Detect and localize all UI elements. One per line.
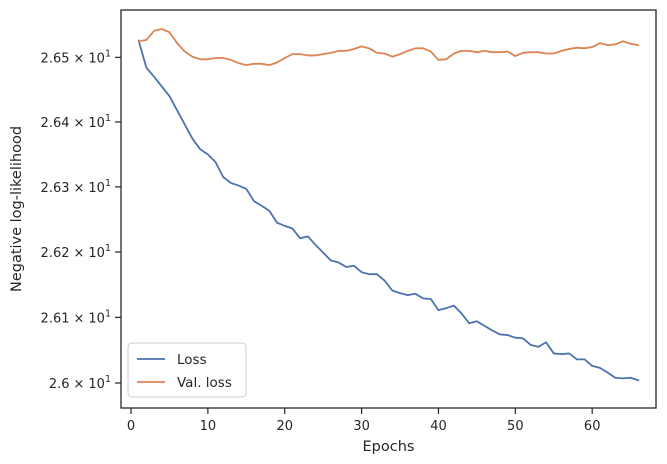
y-axis-label: Negative log-likelihood (9, 126, 25, 292)
y-tick-power: 10 (88, 246, 105, 261)
y-tick-exponent: 1 (105, 243, 111, 254)
y-tick-label: 2.62 × 101 (41, 243, 111, 261)
y-tick-times: × (74, 181, 85, 196)
y-tick-times: × (74, 246, 85, 261)
y-tick-label: 2.63 × 101 (41, 178, 111, 196)
series-layer (137, 28, 640, 382)
y-tick-exponent: 1 (105, 308, 111, 319)
x-axis-ticks: 0 10 20 30 40 50 60 (127, 408, 601, 434)
y-tick-power: 10 (88, 377, 105, 392)
y-tick-times: × (74, 116, 85, 131)
y-tick-label: 2.65 × 101 (41, 48, 111, 66)
x-tick-label: 50 (507, 419, 524, 434)
x-tick-label: 0 (127, 419, 135, 434)
y-tick-times: × (74, 51, 85, 66)
y-tick-times: × (74, 311, 85, 326)
y-tick-power: 10 (88, 51, 105, 66)
x-tick-label: 60 (584, 419, 601, 434)
y-tick-times: × (74, 377, 85, 392)
y-tick-label: 2.64 × 101 (41, 113, 111, 131)
y-tick-label: 2.61 × 101 (41, 308, 111, 326)
y-tick-exponent: 1 (105, 113, 111, 124)
y-tick-exponent: 1 (105, 178, 111, 189)
legend: Loss Val. loss (127, 342, 247, 398)
series-line-1 (137, 28, 640, 66)
y-tick-power: 10 (88, 311, 105, 326)
x-tick-label: 40 (430, 419, 447, 434)
legend-label-loss: Loss (177, 352, 207, 368)
y-tick-base: 2.65 (41, 51, 70, 66)
y-tick-base: 2.61 (41, 311, 70, 326)
y-tick-base: 2.62 (41, 246, 70, 261)
y-tick-label: 2.6 × 101 (49, 374, 111, 392)
series-line-0 (137, 39, 640, 382)
y-tick-exponent: 1 (105, 374, 111, 385)
plot-background (121, 10, 656, 408)
legend-box (127, 342, 247, 398)
y-tick-base: 2.6 (49, 377, 70, 392)
y-tick-exponent: 1 (105, 48, 111, 59)
x-tick-label: 20 (276, 419, 293, 434)
legend-label-val-loss: Val. loss (177, 375, 232, 391)
x-axis-label: Epochs (363, 439, 415, 455)
y-tick-base: 2.64 (41, 116, 70, 131)
y-tick-base: 2.63 (41, 181, 70, 196)
x-tick-label: 30 (353, 419, 370, 434)
plot-frame (120, 9, 657, 409)
y-tick-power: 10 (88, 181, 105, 196)
y-tick-power: 10 (88, 116, 105, 131)
x-tick-label: 10 (200, 419, 217, 434)
